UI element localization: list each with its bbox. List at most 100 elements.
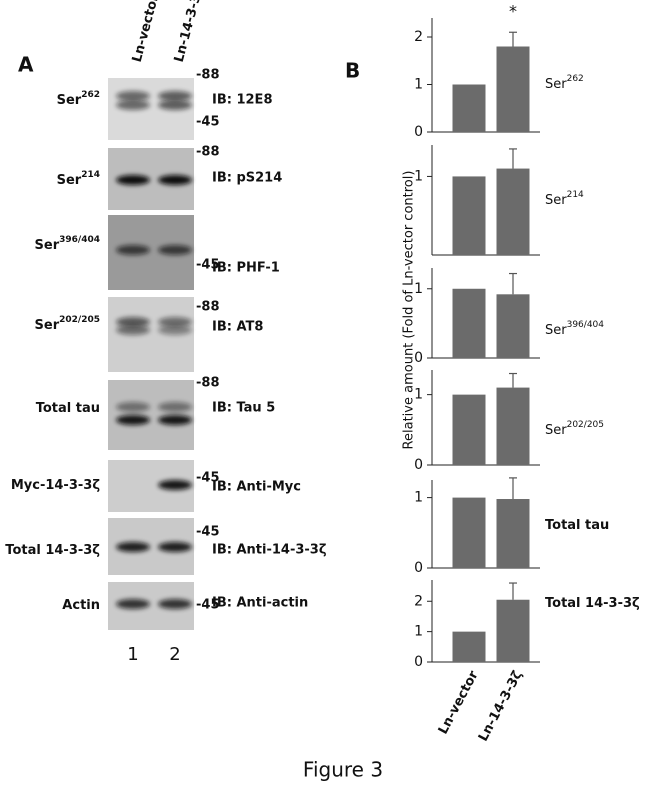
- y-tick-label: 1: [414, 77, 423, 93]
- blot-band: [158, 415, 192, 425]
- panel-label: B: [345, 59, 360, 83]
- size-marker: -45: [196, 598, 220, 613]
- size-marker: -45: [196, 115, 220, 130]
- y-tick-label: 1: [414, 168, 423, 184]
- bar: [496, 499, 530, 568]
- error-bar: [509, 372, 517, 388]
- label: Ser396/404: [545, 320, 604, 338]
- label-text: Total 14-3-3ζ: [5, 543, 100, 558]
- label-superscript: 214: [81, 170, 100, 180]
- blot-band: [158, 402, 192, 412]
- size-marker: -45: [196, 471, 220, 486]
- ib-label: IB: Anti-14-3-3ζ: [212, 543, 327, 558]
- panel-label: A: [18, 53, 34, 77]
- size-marker: -88: [196, 145, 220, 160]
- bar: [452, 288, 486, 358]
- size-marker: -88: [196, 68, 220, 83]
- label-text: Ser: [57, 93, 82, 108]
- bar: [496, 46, 530, 132]
- ib-label: IB: Tau 5: [212, 401, 275, 416]
- y-tick-label: 2: [414, 29, 423, 45]
- label-superscript: 214: [567, 190, 584, 200]
- error-bar: [509, 582, 517, 600]
- y-tick-label: 2: [414, 593, 423, 609]
- blot-band: [116, 599, 150, 609]
- label-text: Ser: [35, 318, 60, 333]
- size-marker: -45: [196, 525, 220, 540]
- blot-band: [116, 317, 150, 327]
- bar: [496, 599, 530, 662]
- bar: [452, 84, 486, 132]
- error-bar: [509, 31, 517, 47]
- ib-label: IB: Anti-actin: [212, 596, 308, 611]
- y-tick-label: 1: [414, 624, 423, 640]
- lane-label: Ln-vector: [130, 0, 163, 64]
- label-text: Actin: [62, 598, 100, 613]
- y-tick-label: 1: [414, 490, 423, 506]
- blot-band: [158, 175, 192, 185]
- label-text: Myc-14-3-3ζ: [11, 478, 100, 493]
- lane-number: 1: [127, 644, 138, 665]
- bar: [496, 387, 530, 465]
- label-text: Ser: [545, 77, 567, 92]
- label: Myc-14-3-3ζ: [11, 478, 100, 493]
- label: Ser214: [57, 170, 100, 188]
- bar: [496, 168, 530, 255]
- label-superscript: 202/205: [59, 315, 100, 325]
- bar: [452, 176, 486, 255]
- size-marker: -45: [196, 258, 220, 273]
- x-tick-label: Ln-14-3-3ζ: [476, 668, 526, 744]
- bar: [496, 294, 530, 358]
- blot-band: [158, 317, 192, 327]
- label: Total 14-3-3ζ: [5, 543, 100, 558]
- label: Total 14-3-3ζ: [545, 596, 640, 611]
- blot-band: [116, 175, 150, 185]
- label-text: Ser: [545, 423, 567, 438]
- label: Total tau: [545, 518, 609, 533]
- error-bar: [509, 148, 517, 169]
- label-superscript: 262: [567, 74, 584, 84]
- bar: [452, 631, 486, 662]
- label-text: Ser: [545, 323, 567, 338]
- size-marker: -88: [196, 376, 220, 391]
- size-marker: -88: [196, 300, 220, 315]
- blot-band: [158, 480, 192, 490]
- annotation: *: [509, 2, 517, 21]
- ib-label: IB: Anti-Myc: [212, 480, 301, 495]
- blot-band: [158, 542, 192, 552]
- label: Ser214: [545, 190, 584, 208]
- blot-band: [158, 245, 192, 255]
- y-tick-label: 0: [414, 654, 423, 670]
- x-tick-label: Ln-vector: [436, 668, 482, 737]
- bar: [452, 394, 486, 465]
- error-bar: [509, 477, 517, 500]
- label: Ser262: [545, 74, 584, 92]
- label: Ser396/404: [35, 235, 100, 253]
- blot-band: [116, 402, 150, 412]
- blot-band: [116, 245, 150, 255]
- label-text: Total tau: [36, 401, 100, 416]
- y-axis-label: Relative amount (Fold of Ln-vector contr…: [402, 171, 417, 450]
- bar: [452, 497, 486, 568]
- y-tick-label: 0: [414, 124, 423, 140]
- label-superscript: 202/205: [567, 420, 604, 430]
- ib-label: IB: pS214: [212, 171, 282, 186]
- label-superscript: 396/404: [567, 320, 605, 330]
- blot-band: [158, 91, 192, 101]
- label-text: Ser: [35, 238, 60, 253]
- label: Ser202/205: [35, 315, 100, 333]
- figure-caption: Figure 3: [303, 758, 383, 782]
- label-text: Total tau: [545, 518, 609, 533]
- y-tick-label: 0: [414, 350, 423, 366]
- y-tick-label: 1: [414, 387, 423, 403]
- label-text: Ser: [545, 193, 567, 208]
- error-bar: [509, 272, 517, 295]
- blot-band: [116, 415, 150, 425]
- blot: [108, 380, 194, 450]
- label: Ser202/205: [545, 420, 604, 438]
- label: Actin: [62, 598, 100, 613]
- blot-band: [116, 91, 150, 101]
- lane-number: 2: [169, 644, 180, 665]
- y-tick-label: 0: [414, 560, 423, 576]
- label: Ser262: [57, 90, 100, 108]
